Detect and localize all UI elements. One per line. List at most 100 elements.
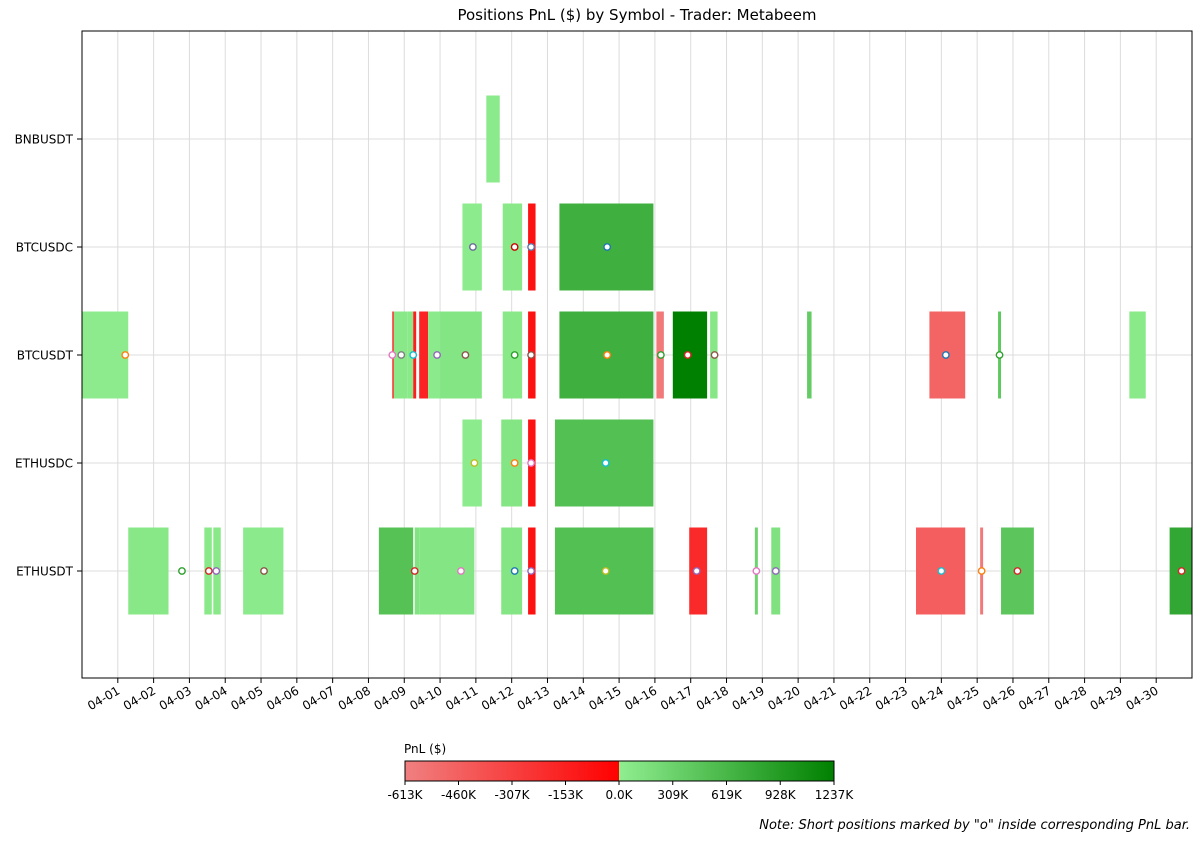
x-tick-label: 04-12 (479, 683, 516, 713)
x-tick-label: 04-11 (443, 683, 480, 713)
short-position-marker (457, 567, 465, 575)
x-tick-label: 04-15 (586, 683, 623, 713)
short-position-marker (710, 351, 719, 359)
x-tick-label: 04-01 (85, 683, 122, 713)
short-position-marker (601, 567, 610, 575)
x-tick-label: 04-08 (336, 683, 373, 713)
short-position-marker (1013, 567, 1022, 575)
pnl-bar (419, 527, 475, 615)
short-position-marker (433, 351, 441, 359)
short-positions-note: Note: Short positions marked by "o" insi… (759, 818, 1190, 833)
short-position-marker (527, 459, 535, 467)
x-tick-label: 04-10 (407, 683, 444, 713)
colorbar-tick-label: 0.0K (606, 788, 634, 802)
colorbar-tick-label: 1237K (815, 788, 855, 802)
colorbar-negative (405, 761, 619, 781)
short-position-marker (468, 243, 477, 251)
short-position-marker (603, 243, 612, 251)
short-position-marker (410, 567, 419, 575)
short-position-marker (510, 459, 519, 467)
short-position-marker (527, 351, 535, 359)
short-position-marker (771, 567, 780, 575)
short-position-marker (204, 567, 213, 575)
short-position-marker (527, 243, 535, 251)
short-position-marker (510, 567, 519, 575)
short-position-marker (510, 351, 519, 359)
x-tick-label: 04-05 (228, 683, 265, 713)
x-tick-label: 04-18 (694, 683, 731, 713)
short-position-marker (603, 351, 612, 359)
short-position-marker (977, 567, 986, 575)
y-tick-label: BNBUSDT (15, 133, 74, 147)
colorbar-tick-label: -613K (387, 788, 423, 802)
x-tick-label: 04-25 (944, 683, 981, 713)
short-position-marker (601, 459, 610, 467)
x-axis: 04-0104-0204-0304-0404-0504-0604-0704-08… (85, 678, 1161, 713)
colorbar-label: PnL ($) (404, 742, 446, 756)
pnl-bar (82, 311, 129, 399)
short-position-marker (510, 243, 519, 251)
colorbar-tick-label: 928K (765, 788, 797, 802)
x-tick-label: 04-23 (873, 683, 910, 713)
colorbar-tick-label: -460K (441, 788, 477, 802)
x-tick-label: 04-14 (551, 683, 588, 713)
x-tick-label: 04-30 (1123, 683, 1160, 713)
colorbar-tick-label: -153K (548, 788, 584, 802)
x-tick-label: 04-24 (909, 683, 946, 713)
y-axis: BNBUSDT BTCUSDC BTCUSDT ETHUSDC ETHUSDT (15, 133, 82, 579)
pnl-bar (378, 527, 414, 615)
short-position-marker (692, 567, 701, 575)
x-tick-label: 04-07 (300, 683, 337, 713)
pnl-bar (440, 311, 482, 399)
short-position-marker (752, 567, 761, 575)
x-tick-label: 04-09 (372, 683, 409, 713)
short-position-marker (470, 459, 479, 467)
short-position-marker (941, 351, 950, 359)
y-tick-label: BTCUSDC (16, 241, 73, 255)
short-position-marker (388, 351, 397, 359)
colorbar-tick-label: -307K (494, 788, 530, 802)
pnl-bar (419, 311, 429, 399)
x-tick-label: 04-29 (1088, 683, 1125, 713)
colorbar-positive (619, 761, 834, 781)
colorbar-ticks: -613K -460K -307K -153K 0.0K 309K 619K 928K 1237… (387, 781, 854, 802)
colorbar: PnL ($) -613K -460K -307K -153K 0.0K 309K 619K… (387, 742, 854, 802)
y-tick-label: BTCUSDT (17, 349, 74, 363)
x-tick-label: 04-04 (193, 683, 230, 713)
x-tick-label: 04-27 (1016, 683, 1053, 713)
x-tick-label: 04-16 (622, 683, 659, 713)
x-tick-label: 04-28 (1052, 683, 1089, 713)
x-tick-label: 04-02 (121, 683, 158, 713)
pnl-bar (128, 527, 169, 615)
chart-title: Positions PnL ($) by Symbol - Trader: Me… (457, 6, 817, 24)
x-tick-label: 04-21 (801, 683, 838, 713)
x-tick-label: 04-03 (157, 683, 194, 713)
x-tick-label: 04-20 (765, 683, 802, 713)
pnl-bar (1129, 311, 1146, 399)
short-markers (121, 243, 1186, 575)
x-tick-label: 04-26 (980, 683, 1017, 713)
short-position-marker (409, 351, 418, 359)
x-tick-label: 04-22 (837, 683, 874, 713)
short-position-marker (260, 567, 268, 575)
short-position-marker (212, 567, 221, 575)
pnl-bar (486, 95, 500, 183)
x-tick-label: 04-13 (515, 683, 552, 713)
colorbar-tick-label: 619K (711, 788, 743, 802)
short-position-marker (121, 351, 130, 359)
x-tick-label: 04-19 (730, 683, 767, 713)
x-tick-label: 04-17 (658, 683, 695, 713)
x-tick-label: 04-06 (264, 683, 301, 713)
short-position-marker (937, 567, 946, 575)
short-position-marker (178, 567, 186, 575)
short-position-marker (995, 351, 1004, 359)
short-position-marker (397, 351, 406, 359)
short-position-marker (461, 351, 470, 359)
y-tick-label: ETHUSDC (15, 457, 73, 471)
short-position-marker (683, 351, 692, 359)
short-position-marker (656, 351, 665, 359)
short-position-marker (1177, 567, 1186, 575)
short-position-marker (527, 567, 535, 575)
y-tick-label: ETHUSDT (16, 565, 74, 579)
